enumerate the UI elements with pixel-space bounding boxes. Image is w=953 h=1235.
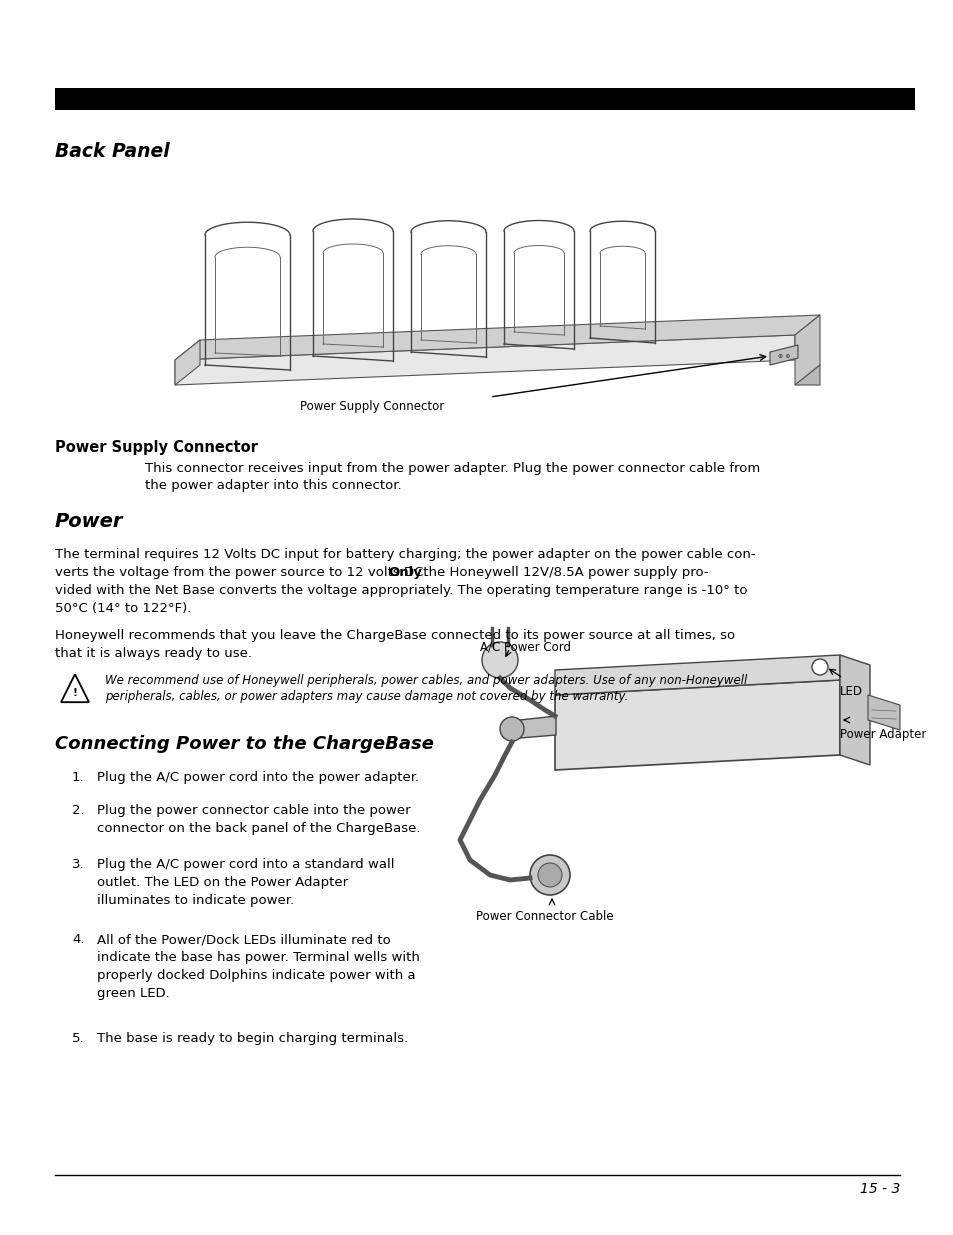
Text: Power Adapter: Power Adapter — [840, 727, 925, 741]
Text: We recommend use of Honeywell peripherals, power cables, and power adapters. Use: We recommend use of Honeywell peripheral… — [105, 674, 746, 687]
Polygon shape — [555, 655, 840, 695]
Polygon shape — [174, 315, 820, 359]
Text: that it is always ready to use.: that it is always ready to use. — [55, 647, 252, 659]
Bar — [55, 88, 914, 110]
Text: 3.: 3. — [71, 857, 85, 871]
Text: peripherals, cables, or power adapters may cause damage not covered by the warra: peripherals, cables, or power adapters m… — [105, 690, 628, 703]
Text: Power Supply Connector: Power Supply Connector — [299, 400, 444, 412]
Text: 2.: 2. — [71, 804, 85, 816]
Text: 50°C (14° to 122°F).: 50°C (14° to 122°F). — [55, 601, 192, 615]
Polygon shape — [174, 340, 200, 385]
Text: Only: Only — [388, 566, 421, 579]
Polygon shape — [555, 680, 840, 769]
Text: indicate the base has power. Terminal wells with: indicate the base has power. Terminal we… — [97, 951, 419, 965]
Text: The base is ready to begin charging terminals.: The base is ready to begin charging term… — [97, 1032, 408, 1045]
Text: Plug the A/C power cord into a standard wall: Plug the A/C power cord into a standard … — [97, 857, 395, 871]
Text: The terminal requires 12 Volts DC input for battery charging; the power adapter : The terminal requires 12 Volts DC input … — [55, 548, 755, 561]
Text: Connecting Power to the ChargeBase: Connecting Power to the ChargeBase — [55, 735, 434, 753]
Text: Power: Power — [55, 513, 123, 531]
Text: !: ! — [72, 688, 77, 698]
Text: This connector receives input from the power adapter. Plug the power connector c: This connector receives input from the p… — [145, 462, 760, 475]
Polygon shape — [769, 345, 797, 366]
Text: 1.: 1. — [71, 771, 85, 784]
Text: A/C Power Cord: A/C Power Cord — [479, 640, 571, 653]
Circle shape — [537, 863, 561, 887]
Polygon shape — [519, 716, 556, 739]
Text: properly docked Dolphins indicate power with a: properly docked Dolphins indicate power … — [97, 969, 416, 982]
Circle shape — [499, 718, 523, 741]
Circle shape — [481, 642, 517, 678]
Text: vided with the Net Base converts the voltage appropriately. The operating temper: vided with the Net Base converts the vol… — [55, 584, 747, 597]
Polygon shape — [794, 366, 820, 385]
Text: Back Panel: Back Panel — [55, 142, 170, 161]
Circle shape — [811, 659, 827, 676]
Polygon shape — [867, 695, 899, 730]
Text: All of the Power/Dock LEDs illuminate red to: All of the Power/Dock LEDs illuminate re… — [97, 934, 391, 946]
Text: outlet. The LED on the Power Adapter: outlet. The LED on the Power Adapter — [97, 876, 348, 889]
Text: connector on the back panel of the ChargeBase.: connector on the back panel of the Charg… — [97, 821, 420, 835]
Circle shape — [530, 855, 569, 895]
Polygon shape — [61, 674, 89, 703]
Text: the Honeywell 12V/8.5A power supply pro-: the Honeywell 12V/8.5A power supply pro- — [418, 566, 708, 579]
Text: the power adapter into this connector.: the power adapter into this connector. — [145, 479, 401, 492]
Polygon shape — [174, 335, 794, 385]
Text: Honeywell recommends that you leave the ChargeBase connected to its power source: Honeywell recommends that you leave the … — [55, 629, 735, 642]
Polygon shape — [840, 655, 869, 764]
Text: illuminates to indicate power.: illuminates to indicate power. — [97, 894, 294, 906]
Text: 4.: 4. — [71, 934, 85, 946]
Text: 15 - 3: 15 - 3 — [859, 1182, 899, 1195]
Text: ⊕ ⊕: ⊕ ⊕ — [777, 353, 789, 358]
Text: 5.: 5. — [71, 1032, 85, 1045]
Text: Plug the A/C power cord into the power adapter.: Plug the A/C power cord into the power a… — [97, 771, 418, 784]
Text: green LED.: green LED. — [97, 987, 170, 1000]
Text: Plug the power connector cable into the power: Plug the power connector cable into the … — [97, 804, 410, 816]
Text: LED: LED — [840, 685, 862, 698]
Text: verts the voltage from the power source to 12 volts DC.: verts the voltage from the power source … — [55, 566, 432, 579]
Polygon shape — [794, 315, 820, 385]
Text: Power Supply Connector: Power Supply Connector — [55, 440, 257, 454]
Text: Power Connector Cable: Power Connector Cable — [476, 910, 613, 923]
